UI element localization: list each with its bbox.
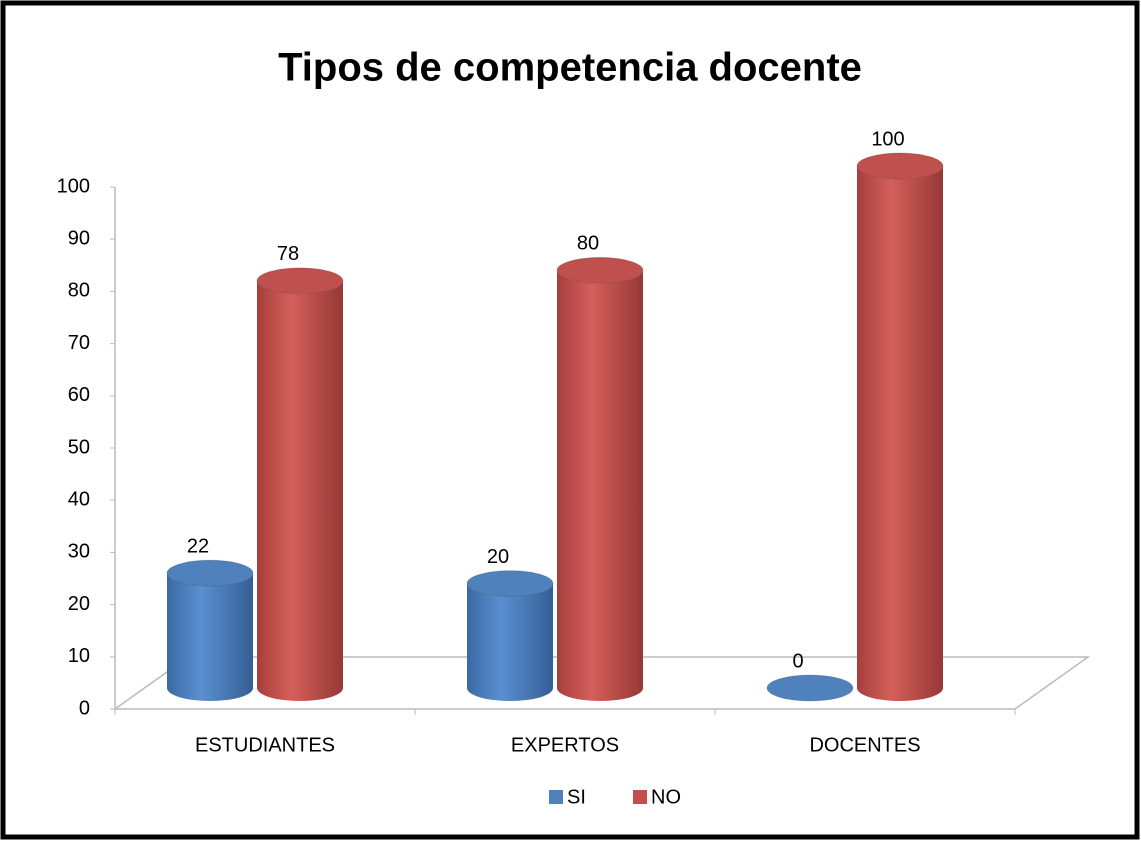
- cylinder: [467, 583, 553, 701]
- legend-label: SI: [567, 786, 586, 808]
- legend-swatch: [549, 790, 563, 804]
- cylinder-top: [556, 256, 644, 284]
- y-tick-label: 40: [68, 488, 90, 510]
- data-label: 78: [277, 243, 299, 265]
- legend-label: NO: [651, 786, 681, 808]
- cylinder-top: [166, 559, 254, 587]
- y-tick-label: 80: [68, 280, 90, 302]
- legend-swatch: [633, 790, 647, 804]
- y-tick-label: 0: [79, 697, 90, 719]
- data-label: 22: [187, 535, 209, 557]
- data-label: 20: [487, 546, 509, 568]
- data-label: 80: [577, 233, 599, 255]
- y-tick-label: 70: [68, 332, 90, 354]
- y-tick-label: 20: [68, 593, 90, 615]
- y-tick-label: 90: [68, 227, 90, 249]
- y-tick-label: 30: [68, 541, 90, 563]
- x-tick-label: ESTUDIANTES: [195, 734, 335, 756]
- y-tick-label: 60: [68, 384, 90, 406]
- cylinder-top: [766, 674, 854, 702]
- cylinder: [257, 280, 343, 701]
- x-tick-label: EXPERTOS: [511, 734, 619, 756]
- cylinder-top: [856, 152, 944, 180]
- data-label: 100: [871, 128, 904, 150]
- y-tick-label: 10: [68, 645, 90, 667]
- cylinder: [557, 270, 643, 701]
- cylinder: [167, 573, 253, 701]
- chart-title: Tipos de competencia docente: [278, 46, 862, 90]
- y-tick-label: 100: [57, 175, 90, 197]
- cylinder-top: [466, 570, 554, 598]
- x-tick-label: DOCENTES: [809, 734, 920, 756]
- cylinder-top: [256, 267, 344, 295]
- cylinder: [857, 166, 943, 701]
- data-label: 0: [792, 650, 803, 672]
- y-tick-label: 50: [68, 436, 90, 458]
